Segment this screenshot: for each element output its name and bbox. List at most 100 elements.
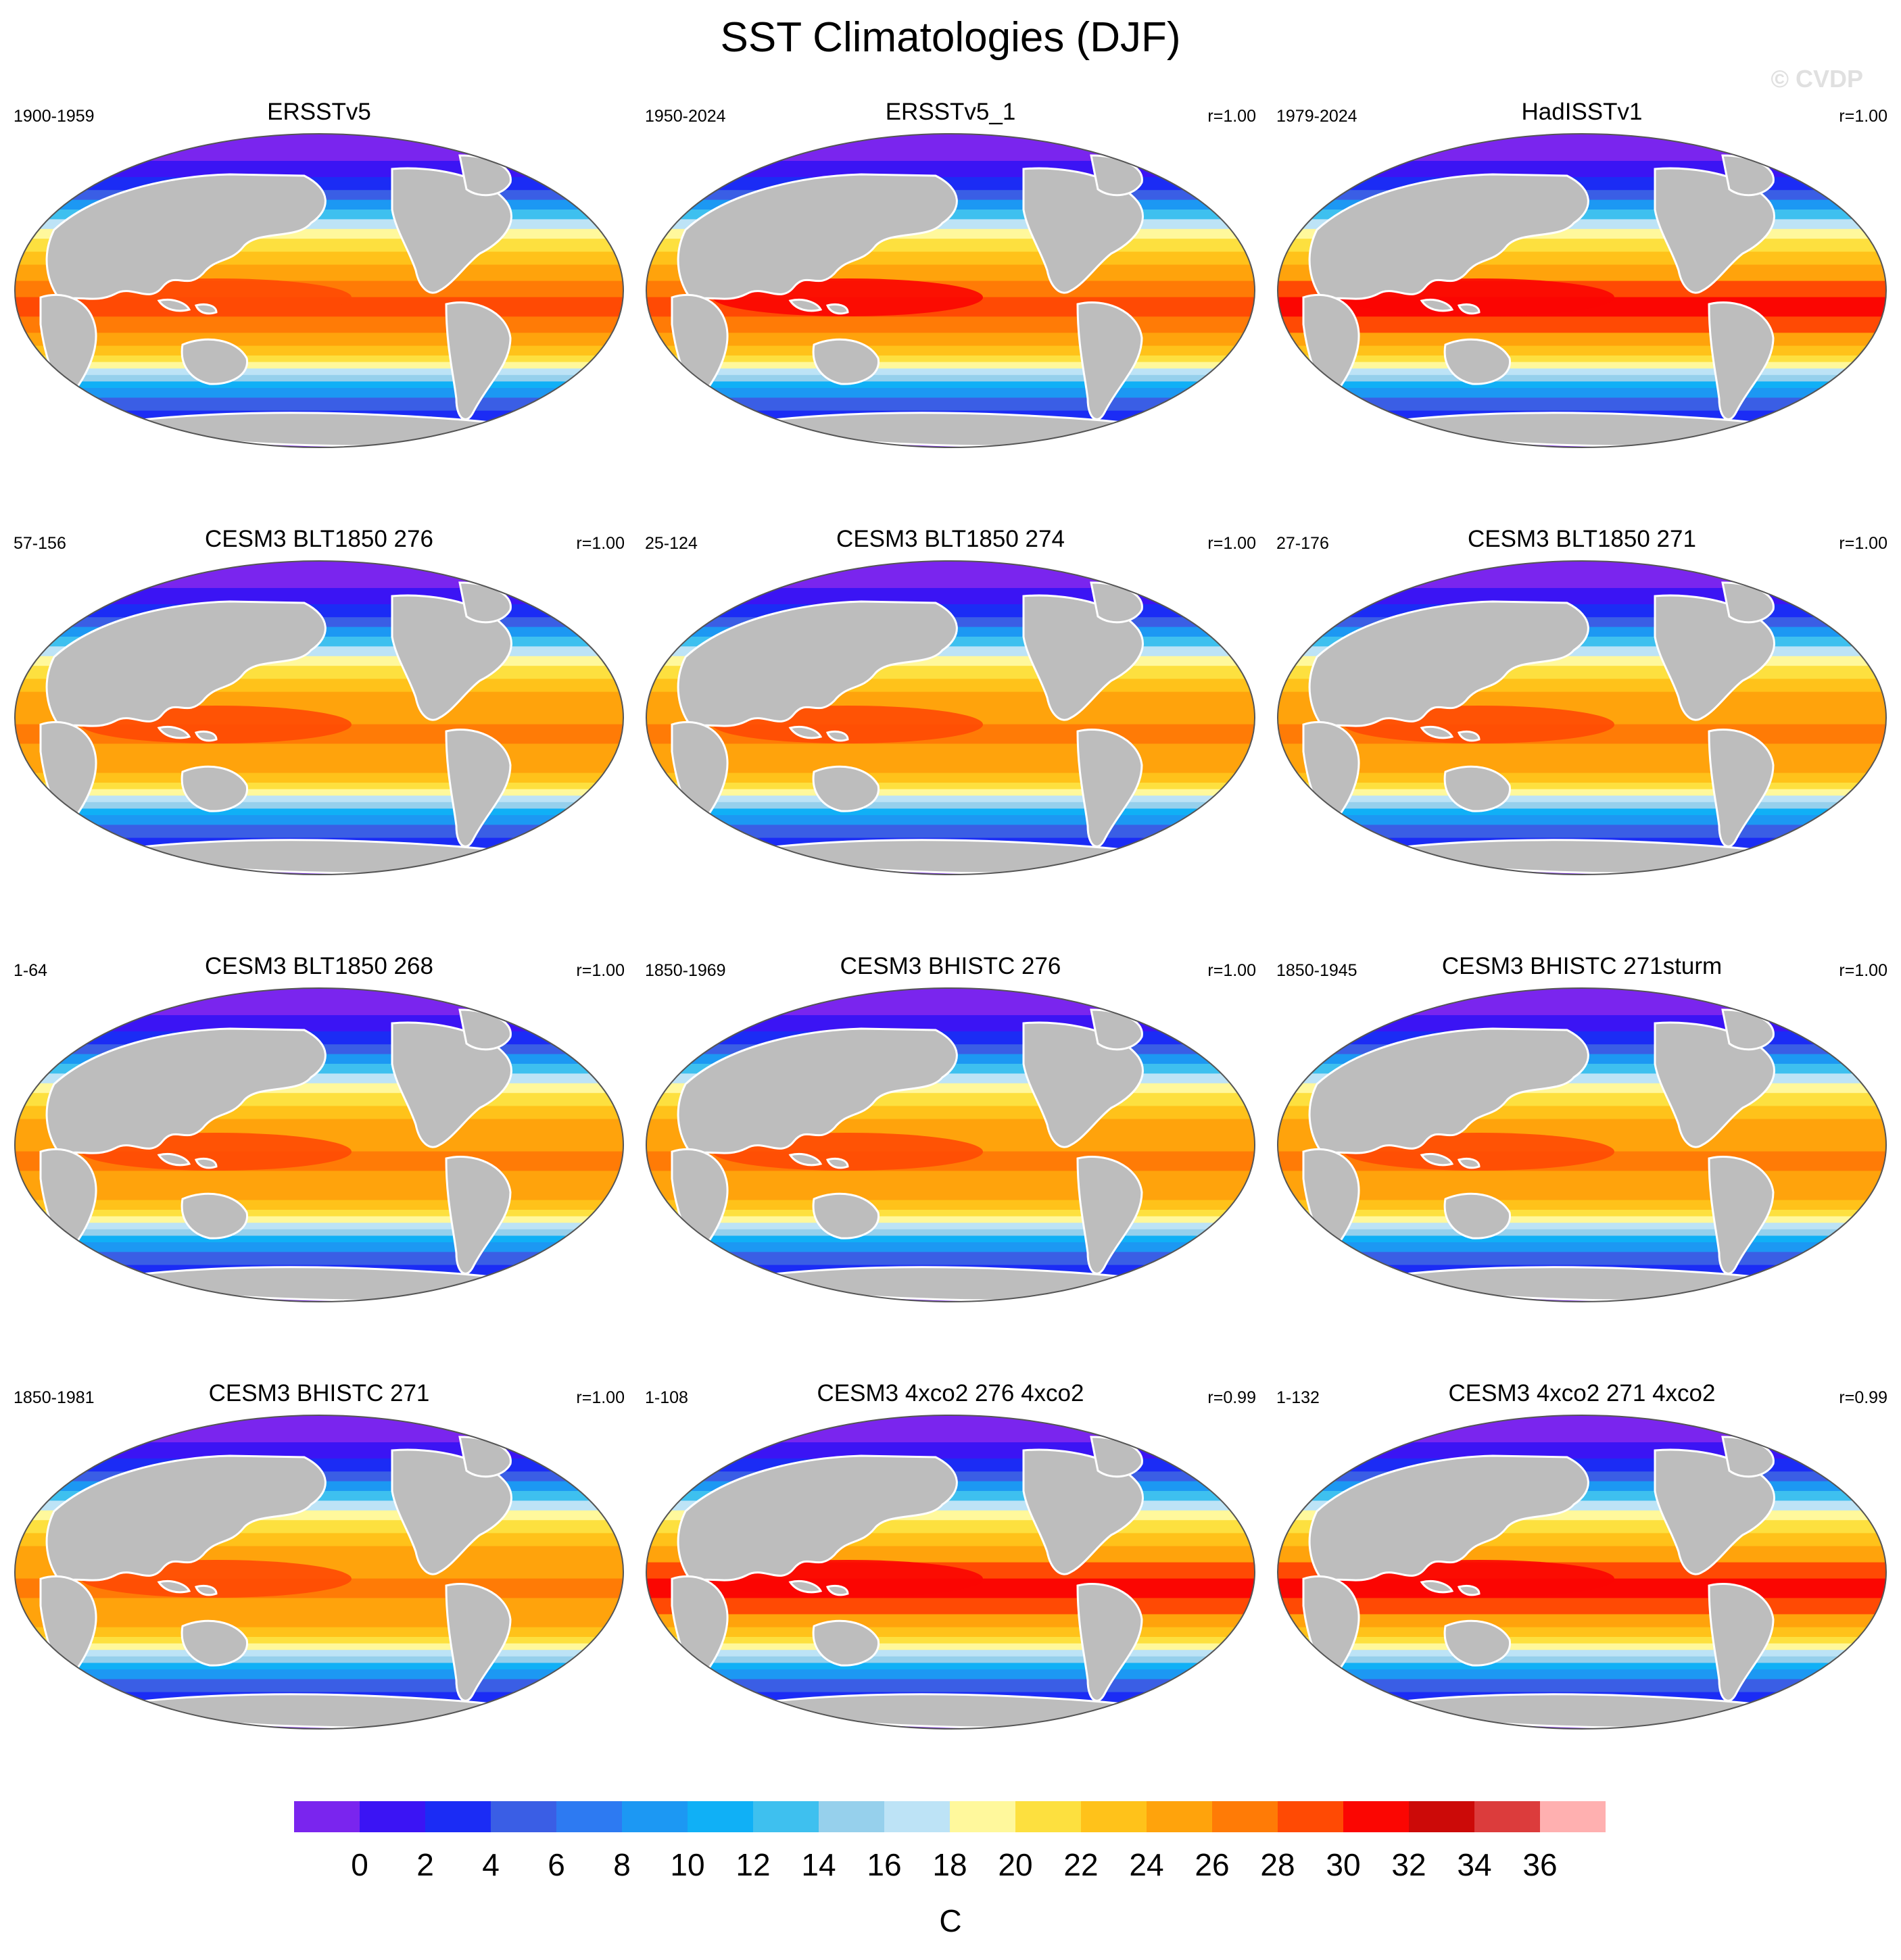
panel-title: CESM3 BLT1850 268 (205, 953, 433, 979)
map-panel: ERSSTv5_1 1950-2024 r=1.00 (640, 99, 1261, 534)
map-outline (1277, 133, 1887, 448)
sst-band (646, 825, 1255, 839)
map-outline (646, 133, 1255, 448)
land-mass (825, 730, 849, 742)
panel-title: ERSSTv5 (267, 99, 371, 125)
land-mass (1308, 1454, 1589, 1584)
colorbar-swatch (425, 1801, 491, 1832)
sst-band (646, 1656, 1255, 1664)
land-mass (677, 1027, 958, 1156)
map-outline (646, 987, 1255, 1302)
panel-period: 1-132 (1276, 1388, 1320, 1407)
panel-period: 1-64 (14, 961, 48, 980)
sst-band (646, 161, 1255, 178)
land-mass (677, 173, 958, 302)
sst-band (1278, 388, 1886, 399)
land-mass (157, 726, 191, 739)
sst-map (1277, 1415, 1887, 1730)
land-mass (194, 303, 218, 315)
colorbar-tick-label: 4 (482, 1847, 500, 1882)
map-outline (1277, 1415, 1887, 1730)
colorbar-swatch (1081, 1801, 1147, 1832)
sst-band (15, 1235, 623, 1243)
watermark: © CVDP (1771, 65, 1863, 93)
panel-correlation: r=1.00 (576, 534, 625, 553)
map-panel: CESM3 BLT1850 268 1-64 r=1.00 (8, 953, 630, 1388)
colorbar-swatch (556, 1801, 623, 1832)
colorbar-tick-label: 30 (1326, 1847, 1360, 1882)
sst-band (646, 1235, 1255, 1243)
sst-band (646, 760, 1255, 774)
sst-band (646, 1614, 1255, 1628)
sst-band (1278, 1223, 1886, 1230)
sst-band (646, 316, 1255, 334)
land-mass (181, 1619, 248, 1667)
sst-band (15, 1242, 623, 1253)
map-panel: CESM3 4xco2 276 4xco2 1-108 r=0.99 (640, 1380, 1261, 1815)
sst-band (646, 388, 1255, 399)
land-mass (45, 1027, 327, 1156)
panel-title: CESM3 BHISTC 271 (208, 1380, 430, 1406)
sst-band (646, 783, 1255, 790)
land-mass (812, 1192, 880, 1240)
panel-period: 57-156 (14, 534, 66, 553)
land-mass (458, 1436, 512, 1478)
sst-band (1278, 1637, 1886, 1644)
sst-band (15, 374, 623, 383)
panel-period: 1850-1969 (645, 961, 726, 980)
sst-band (15, 760, 623, 774)
panel-title: CESM3 4xco2 276 4xco2 (817, 1380, 1084, 1406)
land-mass (45, 600, 327, 729)
sst-band (1278, 1650, 1886, 1657)
colorbar-tick-label: 32 (1391, 1847, 1426, 1882)
panel-period: 1900-1959 (14, 107, 95, 126)
colorbar-tick-label: 16 (867, 1847, 901, 1882)
land-mass (45, 1454, 327, 1584)
sst-band (1278, 362, 1886, 370)
panel-title: CESM3 BLT1850 271 (1468, 526, 1696, 552)
sst-band (15, 356, 623, 363)
sst-band (15, 333, 623, 347)
sst-band (15, 1637, 623, 1644)
land-mass (1721, 154, 1775, 197)
sst-band (646, 1015, 1255, 1032)
panel-correlation: r=1.00 (576, 1388, 625, 1407)
land-mass (1308, 600, 1589, 729)
land-mass (445, 1155, 512, 1275)
sst-band (1278, 773, 1886, 783)
sst-band (646, 1643, 1255, 1651)
land-mass (788, 299, 823, 312)
colorbar-swatch (622, 1801, 688, 1832)
colorbar-swatch (360, 1801, 426, 1832)
colorbar-unit: C (939, 1903, 962, 1938)
panel-correlation: r=1.00 (1207, 961, 1256, 980)
panel-period: 1850-1981 (14, 1388, 95, 1407)
land-mass (1443, 765, 1511, 812)
sst-band (15, 1650, 623, 1657)
map-panel: CESM3 BHISTC 276 1850-1969 r=1.00 (640, 953, 1261, 1388)
sst-band (646, 1252, 1255, 1266)
sst-band (1278, 1643, 1886, 1651)
land-mass (825, 1584, 849, 1596)
land-mass (1076, 728, 1143, 848)
sst-band (1278, 1598, 1886, 1615)
colorbar-swatch (950, 1801, 1016, 1832)
colorbar-swatch (884, 1801, 950, 1832)
sst-map (1277, 133, 1887, 448)
sst-band (1278, 1015, 1886, 1032)
sst-band (15, 1252, 623, 1266)
sst-band (1278, 161, 1886, 178)
sst-band (646, 1650, 1255, 1657)
colorbar-tick-label: 0 (351, 1847, 368, 1882)
sst-band (646, 381, 1255, 389)
sst-band (1278, 1210, 1886, 1217)
sst-band (15, 1442, 623, 1459)
sst-band (15, 1187, 623, 1201)
sst-map (1277, 560, 1887, 875)
land-mass (1090, 1008, 1143, 1051)
land-mass (677, 600, 958, 729)
sst-band (646, 802, 1255, 810)
sst-band (15, 1229, 623, 1237)
sst-band (1278, 743, 1886, 761)
sst-band (646, 1171, 1255, 1188)
